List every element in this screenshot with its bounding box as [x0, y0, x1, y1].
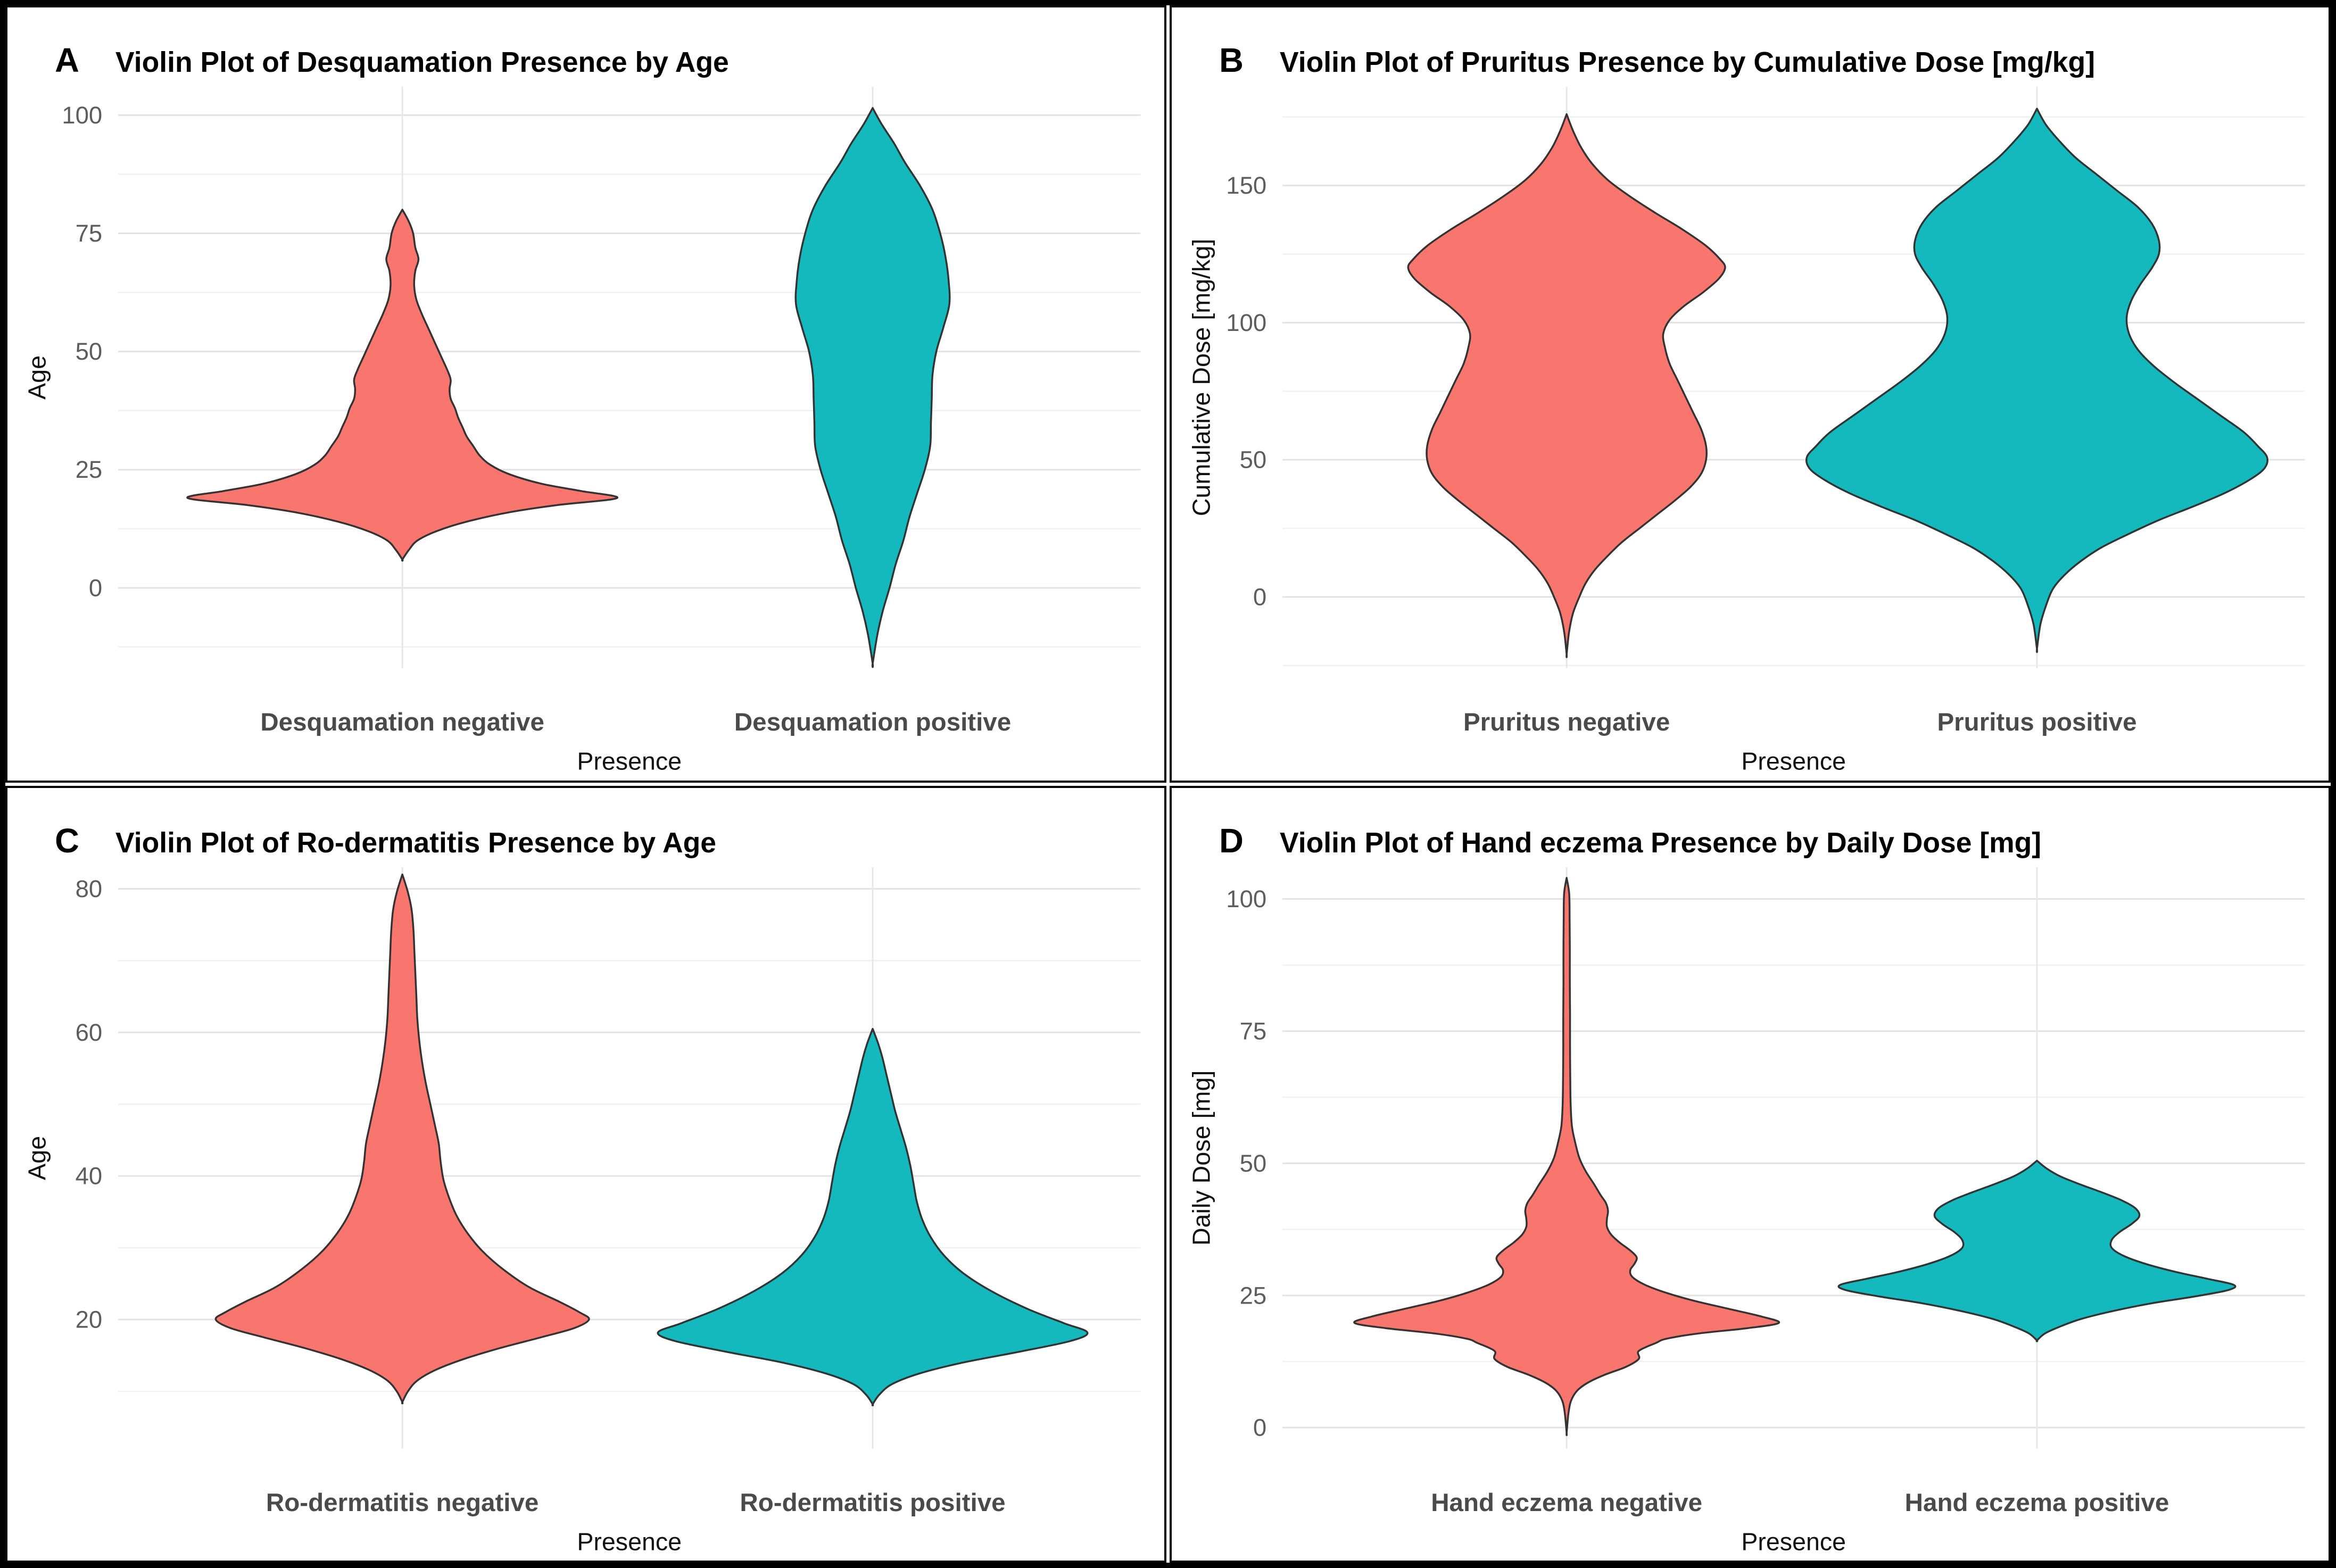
tick-layer: 20 40 60 80 [76, 875, 103, 1333]
tick-layer: 0 25 50 75 100 [1226, 885, 1266, 1441]
violin-positive [1805, 107, 2269, 653]
y-tick-label: 25 [76, 456, 103, 483]
y-tick-label: 100 [1226, 885, 1266, 912]
y-tick-label: 0 [1253, 1414, 1266, 1441]
violin-negative [1407, 113, 1726, 659]
panel-a-chart: 0 25 50 75 100 A Violin Plot of Desquamation… [23, 42, 1141, 775]
y-tick-label: 0 [89, 574, 102, 601]
category-label-1: Hand eczema positive [1905, 1489, 2169, 1517]
panel-d-chart: 0 25 50 75 100 D Violin Plot of Hand eczema … [1187, 823, 2305, 1555]
panel-c-chart: 20 40 60 80 C Violin Plot of Ro-dermatitis … [23, 823, 1141, 1555]
y-axis-label: Age [23, 1135, 51, 1180]
panel-letter: D [1219, 823, 1244, 860]
tick-layer: 0 25 50 75 100 [62, 102, 102, 602]
category-label-0: Desquamation negative [260, 708, 544, 736]
violin-layer [1407, 107, 2269, 659]
category-label-1: Desquamation positive [734, 708, 1011, 736]
violin-negative [186, 209, 618, 562]
violin-negative [1353, 876, 1780, 1436]
panel-title: Violin Plot of Hand eczema Presence by D… [1280, 827, 2041, 859]
y-tick-label: 50 [1240, 446, 1267, 474]
category-label-0: Ro-dermatitis negative [266, 1489, 539, 1517]
x-axis-title: Presence [1741, 748, 1846, 775]
y-tick-label: 50 [1240, 1149, 1267, 1176]
y-tick-label: 75 [76, 220, 103, 247]
grid-layer [118, 87, 1141, 668]
panel-c: 20 40 60 80 C Violin Plot of Ro-dermatitis … [5, 785, 1166, 1563]
y-tick-label: 50 [76, 338, 103, 365]
violin-layer [214, 873, 1089, 1406]
panel-letter: B [1219, 42, 1244, 79]
category-label-1: Pruritus positive [1937, 708, 2136, 736]
category-label-0: Hand eczema negative [1431, 1489, 1702, 1517]
panel-b: 0 50 100 150 B Violin Plot of Pruritus Pres… [1170, 5, 2331, 783]
violin-positive [1837, 1159, 2236, 1342]
x-axis-title: Presence [1741, 1528, 1846, 1555]
panel-a: 0 25 50 75 100 A Violin Plot of Desquamation… [5, 5, 1166, 783]
category-label-1: Ro-dermatitis positive [740, 1489, 1005, 1517]
y-tick-label: 0 [1253, 583, 1266, 610]
grid-layer [118, 867, 1141, 1449]
panel-title: Violin Plot of Pruritus Presence by Cumu… [1280, 47, 2095, 78]
y-tick-label: 75 [1240, 1017, 1267, 1044]
y-axis-label: Cumulative Dose [mg/kg] [1187, 239, 1215, 516]
panel-letter: A [55, 42, 79, 79]
y-tick-label: 100 [1226, 309, 1266, 336]
panel-title: Violin Plot of Desquamation Presence by … [115, 47, 729, 78]
violin-negative [214, 873, 590, 1404]
y-tick-label: 40 [76, 1162, 103, 1189]
y-tick-label: 25 [1240, 1282, 1267, 1309]
y-tick-label: 150 [1226, 172, 1266, 199]
panel-b-chart: 0 50 100 150 B Violin Plot of Pruritus Pres… [1187, 42, 2305, 775]
x-axis-title: Presence [577, 748, 682, 775]
violin-positive [657, 1027, 1089, 1406]
violin-layer [186, 107, 951, 668]
panel-letter: C [55, 823, 79, 860]
x-axis-title: Presence [577, 1528, 682, 1555]
y-tick-label: 80 [76, 875, 103, 902]
panel-d: 0 25 50 75 100 D Violin Plot of Hand eczema … [1170, 785, 2331, 1563]
y-tick-label: 100 [62, 102, 102, 129]
y-axis-label: Daily Dose [mg] [1187, 1070, 1215, 1245]
violin-layer [1353, 876, 2236, 1436]
panel-title: Violin Plot of Ro-dermatitis Presence by… [115, 827, 716, 859]
category-label-0: Pruritus negative [1463, 708, 1670, 736]
y-tick-label: 60 [76, 1018, 103, 1046]
y-tick-label: 20 [76, 1306, 103, 1333]
tick-layer: 0 50 100 150 [1226, 172, 1266, 610]
grid-layer [1282, 867, 2305, 1449]
violin-positive [794, 107, 951, 668]
y-axis-label: Age [23, 355, 51, 400]
